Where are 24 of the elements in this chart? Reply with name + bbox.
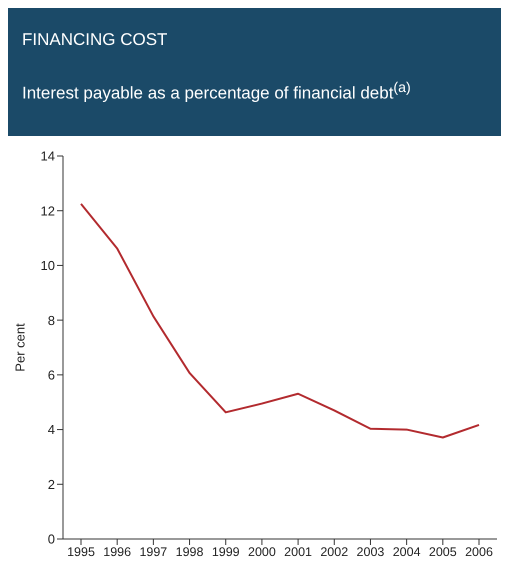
y-tick-label: 4 — [48, 422, 55, 438]
x-tick-label: 1995 — [67, 544, 95, 559]
y-axis-title: Per cent — [12, 322, 28, 372]
x-tick-label: 2002 — [320, 544, 348, 559]
y-tick-label: 10 — [40, 258, 55, 274]
y-tick-label: 8 — [48, 312, 55, 328]
x-tick-label: 1998 — [176, 544, 204, 559]
chart-title: FINANCING COST — [22, 30, 168, 50]
chart-subtitle: Interest payable as a percentage of financial debt$^{(a)}$ — [22, 80, 412, 104]
x-tick-label: 2000 — [248, 544, 276, 559]
x-tick-label: 1996 — [103, 544, 132, 559]
y-tick-label: 2 — [48, 476, 55, 492]
x-tick-label: 2003 — [356, 544, 384, 559]
x-tick-label: 2001 — [284, 544, 312, 559]
x-tick-label: 2006 — [465, 544, 493, 559]
y-tick-label: 12 — [40, 203, 55, 218]
y-tick-label: 0 — [48, 532, 55, 547]
x-tick-label: 1999 — [212, 544, 240, 559]
y-tick-label: 6 — [48, 367, 55, 382]
x-tick-label: 2004 — [392, 544, 421, 559]
x-tick-label: 1997 — [139, 544, 168, 559]
x-tick-label: 2005 — [428, 544, 457, 559]
line-series — [80, 202, 480, 439]
y-tick-label: 14 — [40, 148, 55, 164]
